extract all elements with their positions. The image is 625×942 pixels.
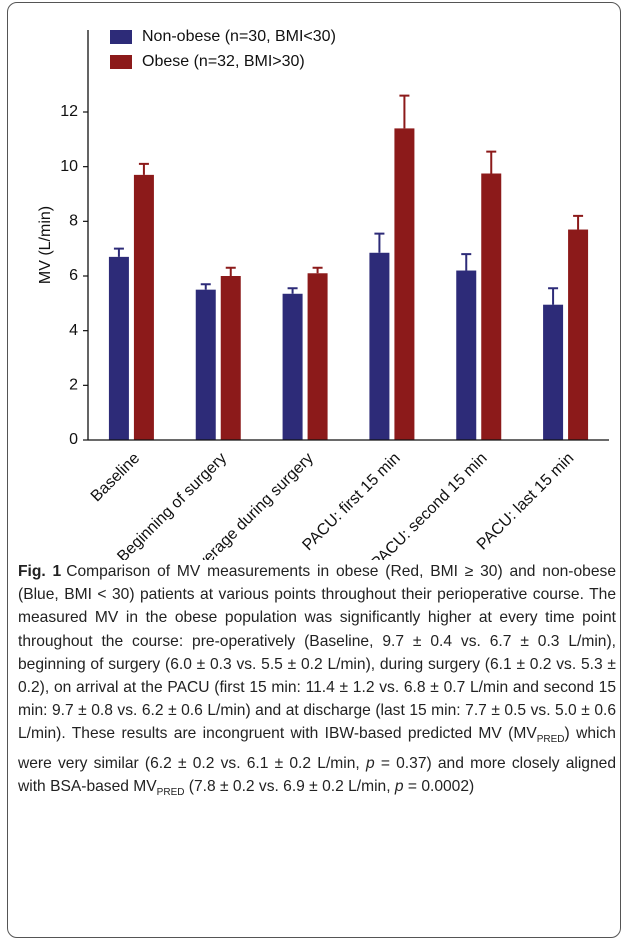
figure-frame: [7, 2, 621, 938]
caption: Fig. 1 Comparison of MV measurements in o…: [18, 560, 616, 804]
bar: [543, 304, 564, 440]
y-tick-label: 6: [69, 267, 78, 284]
x-tick-label: PACU: first 15 min: [299, 450, 403, 554]
legend-label: Non-obese (n=30, BMI<30): [142, 28, 336, 45]
bar: [108, 256, 129, 440]
error-bar: [200, 283, 211, 290]
legend-label: Obese (n=32, BMI>30): [142, 53, 305, 70]
y-tick-label: 4: [69, 322, 78, 339]
caption-text: (7.8 ± 0.2 vs. 6.9 ± 0.2 L/min,: [184, 777, 395, 795]
caption-text: PRED: [156, 787, 185, 799]
bar: [369, 252, 390, 440]
legend-swatch: [110, 55, 132, 69]
caption-text: ) which were very similar (6.2 ± 0.2 vs.…: [18, 725, 616, 772]
bar: [195, 289, 216, 440]
bar: [282, 293, 303, 440]
bar: [568, 229, 589, 440]
caption-text: = 0.37) and more closely aligned with BS…: [18, 754, 616, 795]
bar: [481, 173, 502, 440]
error-bar: [312, 266, 323, 274]
y-tick-label: 10: [60, 158, 78, 175]
caption-text: p: [394, 777, 404, 795]
bar: [220, 276, 241, 440]
error-bar: [548, 287, 559, 305]
error-bar: [138, 162, 149, 175]
y-axis-label: MV (L/min): [37, 206, 54, 284]
caption-text: = 0.0002): [403, 777, 475, 795]
error-bar: [486, 150, 497, 174]
error-bar: [225, 266, 236, 276]
bar: [394, 128, 415, 440]
y-tick-label: 2: [69, 377, 78, 394]
error-bar: [287, 287, 298, 294]
caption-text: PRED: [536, 734, 565, 746]
y-tick-label: 12: [60, 103, 78, 120]
legend-swatch: [110, 30, 132, 44]
caption-text: p: [365, 754, 375, 772]
caption-text: Comparison of MV measurements in obese (…: [18, 563, 616, 743]
error-bar: [374, 232, 385, 253]
caption-label: Fig. 1: [18, 563, 62, 580]
error-bar: [461, 253, 472, 271]
error-bar: [573, 214, 584, 230]
y-tick-label: 8: [69, 213, 78, 230]
bar: [307, 273, 328, 440]
y-tick-label: 0: [69, 431, 78, 448]
x-tick-label: Baseline: [88, 450, 144, 506]
error-bar: [113, 247, 124, 257]
x-tick-label: PACU: last 15 min: [474, 450, 578, 554]
bar: [133, 174, 154, 440]
error-bar: [399, 94, 410, 129]
bar: [456, 270, 477, 440]
